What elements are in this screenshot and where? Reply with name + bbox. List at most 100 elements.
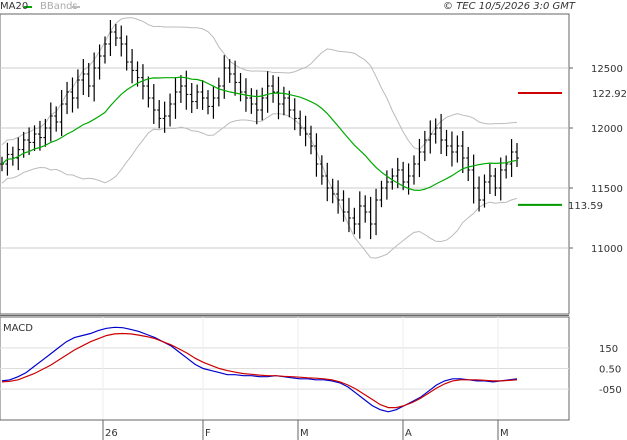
macd-gridlines <box>0 347 569 390</box>
x-tick-label: F <box>205 428 211 439</box>
ohlc-bar <box>16 137 21 171</box>
macd-label: MACD <box>3 323 33 334</box>
price-tick-label: 11000 <box>591 244 623 255</box>
ohlc-bar <box>168 93 173 127</box>
ohlc-bar <box>368 196 373 240</box>
macd-tick-label: 0.50 <box>599 365 621 376</box>
ohlc-bar <box>65 81 70 115</box>
ohlc-bar <box>195 84 200 110</box>
ohlc-bar <box>249 88 254 114</box>
ohlc-bar <box>439 113 444 155</box>
x-tick-label: M <box>300 428 309 439</box>
ohlc-bar <box>200 80 205 110</box>
ohlc-bar <box>271 75 276 103</box>
x-tick-label: 26 <box>105 428 118 439</box>
ohlc-bar <box>32 125 37 152</box>
ohlc-bar <box>449 131 454 167</box>
ohlc-bar <box>227 59 232 83</box>
price-tick-label: 12000 <box>591 124 623 135</box>
ohlc-bar <box>54 106 59 132</box>
ohlc-bar <box>113 23 118 47</box>
ohlc-bar <box>281 86 286 116</box>
ohlc-bar <box>493 167 498 197</box>
ohlc-bar <box>471 154 476 204</box>
price-axis-ticks: 12500 12000 11500 11000 <box>569 64 623 255</box>
resistance-level-label: 122.92 <box>592 89 627 100</box>
macd-lines <box>1 326 518 413</box>
ohlc-bar <box>477 176 482 212</box>
ohlc-bar <box>303 115 308 147</box>
ohlc-bar <box>422 130 427 162</box>
ohlc-bar <box>314 133 319 177</box>
ohlc-bar <box>59 89 64 137</box>
ohlc-bar <box>417 138 422 178</box>
ohlc-bar <box>92 52 97 102</box>
ohlc-bar <box>276 76 281 120</box>
ohlc-bar <box>455 135 460 163</box>
ohlc-bar <box>211 85 216 119</box>
signal-series-line <box>1 332 518 409</box>
ohlc-bar <box>70 77 75 113</box>
ohlc-bar <box>86 62 91 98</box>
ohlc-bar <box>460 131 465 173</box>
x-axis-ticks: 26 F M A M <box>0 419 569 440</box>
ohlc-bar <box>130 49 135 84</box>
ohlc-bar <box>498 157 503 201</box>
ma20-line <box>1 76 518 192</box>
moving-average <box>1 76 518 192</box>
ohlc-bar <box>330 178 335 204</box>
ohlc-bar <box>384 170 389 200</box>
ohlc-bar <box>254 89 259 125</box>
macd-tick-label: 150 <box>599 344 618 355</box>
ohlc-bar <box>515 143 519 167</box>
price-tick-label: 11500 <box>591 184 623 195</box>
ohlc-bar <box>81 59 86 95</box>
ohlc-bar <box>48 102 53 142</box>
ohlc-bar <box>363 195 368 223</box>
ohlc-bar <box>482 174 487 208</box>
ohlc-bar <box>336 180 341 214</box>
ohlc-bar <box>428 120 433 154</box>
ohlc-bar <box>509 139 514 177</box>
ohlc-bar <box>319 155 324 185</box>
bbands-legend-label: BBands <box>40 1 78 12</box>
ohlc-bar <box>108 20 113 56</box>
ohlc-bar <box>216 77 221 107</box>
x-tick-label: M <box>500 428 509 439</box>
ohlc-bar <box>374 188 379 236</box>
ohlc-bar <box>222 55 227 99</box>
x-tick-label: A <box>405 428 412 439</box>
ohlc-bar <box>379 180 384 208</box>
ohlc-bar <box>97 44 102 80</box>
ohlc-bar <box>401 161 406 191</box>
ohlc-bar <box>140 64 145 100</box>
ohlc-bar <box>146 76 151 108</box>
ohlc-bar <box>135 61 140 87</box>
ohlc-bar <box>265 71 270 113</box>
ohlc-bar <box>260 87 265 121</box>
macd-axis-ticks: 150 0.50 -050 <box>599 344 622 396</box>
ohlc-bar <box>189 83 194 113</box>
ohlc-bar <box>298 110 303 136</box>
ohlc-bar <box>124 35 129 71</box>
ohlc-bar <box>43 118 48 147</box>
ohlc-bar <box>233 60 238 96</box>
ohlc-bar <box>184 70 189 110</box>
macd-tick-label: -050 <box>599 385 622 396</box>
ohlc-bar <box>357 191 362 239</box>
ohlc-bars <box>0 20 519 240</box>
price-tick-label: 12500 <box>591 64 623 75</box>
ohlc-bar <box>444 129 449 157</box>
ohlc-bar <box>309 125 313 155</box>
ohlc-bar <box>292 98 297 131</box>
support-level-label: 113.59 <box>568 201 603 212</box>
ohlc-bar <box>466 146 471 182</box>
macd-series-line <box>1 326 518 413</box>
ohlc-bar <box>162 101 167 133</box>
ohlc-bar <box>119 25 124 57</box>
ohlc-bar <box>346 197 351 233</box>
ohlc-bar <box>390 168 395 190</box>
ohlc-bar <box>75 69 80 109</box>
ohlc-bar <box>504 155 509 179</box>
ohlc-bar <box>352 207 357 235</box>
